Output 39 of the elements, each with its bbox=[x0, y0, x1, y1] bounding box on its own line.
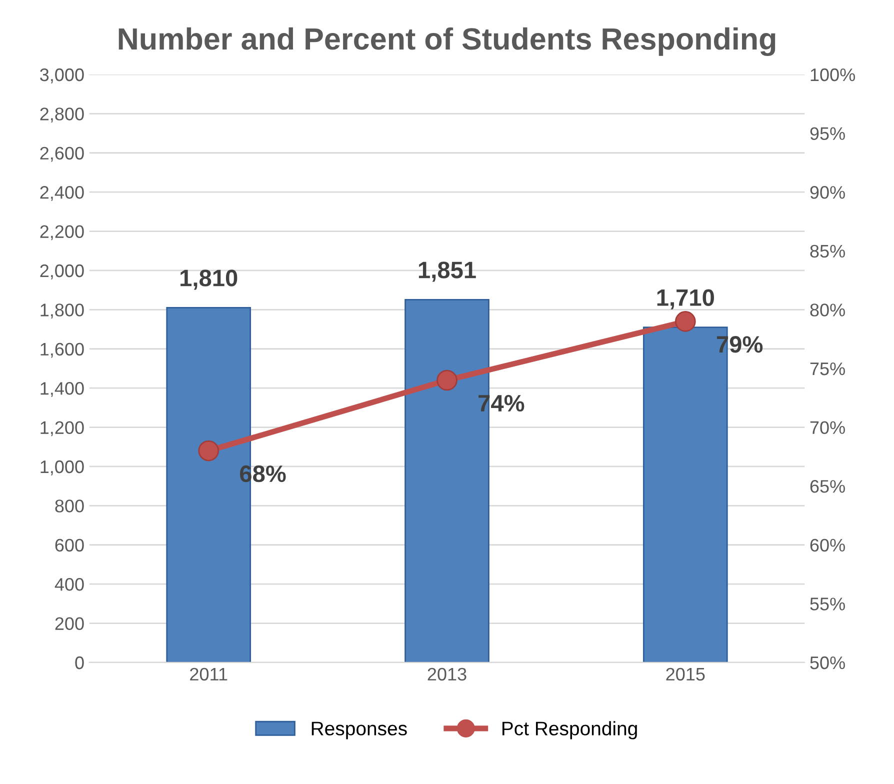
x-tick-label: 2011 bbox=[190, 668, 228, 681]
y2-tick-label: 75% bbox=[810, 362, 845, 376]
y2-tick-label: 90% bbox=[810, 186, 845, 199]
y-tick-label: 1,200 bbox=[40, 421, 84, 436]
y-tick-label: 200 bbox=[55, 617, 84, 630]
y-tick-label: 2,200 bbox=[40, 225, 84, 240]
y2-tick-label: 60% bbox=[810, 538, 845, 552]
y-tick-label: 400 bbox=[54, 578, 84, 591]
x-tick-label: 2013 bbox=[428, 668, 466, 681]
y-tick-label: 600 bbox=[55, 538, 84, 552]
y2-tick-label: 50% bbox=[810, 656, 845, 670]
y-tick-label: 800 bbox=[55, 500, 84, 512]
y-tick-label: 2,400 bbox=[40, 186, 84, 201]
y-tick-label: 1,000 bbox=[40, 460, 84, 476]
point bbox=[436, 370, 458, 391]
y2-tick-label: 70% bbox=[810, 421, 845, 434]
point bbox=[674, 311, 696, 332]
y-tick-label: 2,600 bbox=[40, 146, 84, 162]
y-tick-label: 1,800 bbox=[40, 304, 84, 319]
data-label: 1,851 bbox=[418, 262, 476, 282]
y2-tick-label: 100% bbox=[810, 68, 855, 82]
y-tick-label: 2,800 bbox=[40, 108, 84, 123]
y-tick-label: 1,600 bbox=[40, 342, 84, 358]
y-tick-label: 0 bbox=[75, 656, 84, 670]
y2-tick-label: 85% bbox=[810, 244, 845, 258]
data-label: 1,710 bbox=[657, 289, 714, 310]
legend-label: Responses bbox=[312, 722, 407, 740]
legend-label: Pct Responding bbox=[502, 721, 637, 740]
x-tick-label: 2015 bbox=[666, 668, 705, 681]
y2-tick-label: 65% bbox=[810, 480, 845, 493]
chart-title: Number and Percent of Students Responding bbox=[118, 27, 776, 56]
y2-tick-label: 55% bbox=[810, 598, 845, 610]
y2-tick-label: 80% bbox=[810, 304, 845, 316]
y-tick-label: 2,000 bbox=[40, 264, 84, 280]
point bbox=[198, 440, 220, 462]
data-label: 1,810 bbox=[180, 270, 238, 290]
y-tick-label: 3,000 bbox=[40, 68, 84, 84]
y2-tick-label: 95% bbox=[810, 127, 845, 140]
y-tick-label: 1,400 bbox=[40, 382, 84, 397]
